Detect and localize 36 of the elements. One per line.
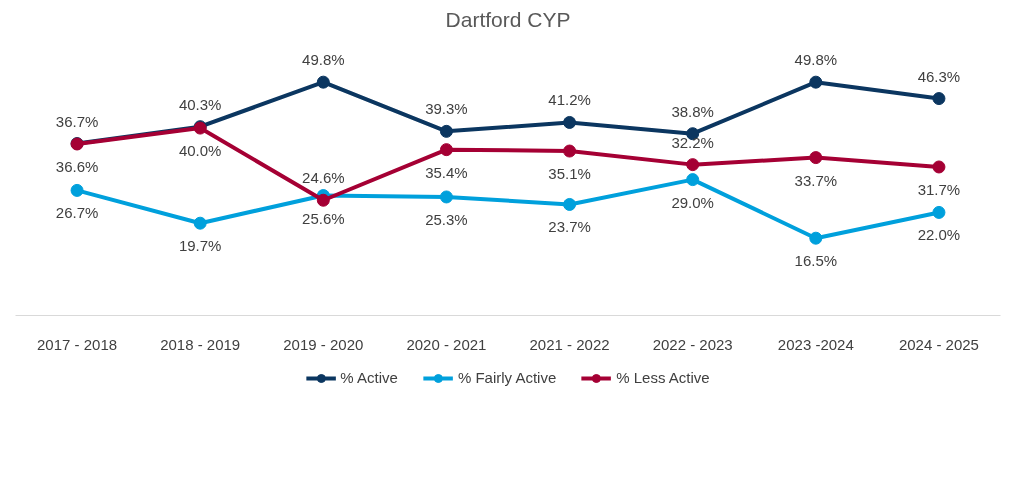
data-label: 35.1% — [548, 165, 591, 183]
data-label: 36.6% — [55, 158, 99, 176]
data-label: 29.0% — [671, 193, 714, 211]
data-label: 16.5% — [794, 252, 838, 270]
data-label: 25.6% — [302, 209, 345, 227]
data-label: 49.8% — [302, 51, 345, 69]
data-label: 46.3% — [917, 67, 961, 85]
data-label: 49.8% — [794, 51, 838, 69]
data-label: 36.7% — [55, 112, 99, 130]
legend-label: % Active — [340, 369, 398, 386]
x-tick-label: 2022 - 2023 — [652, 335, 733, 353]
legend-label: % Less Active — [616, 369, 710, 386]
data-label: 35.4% — [425, 163, 468, 181]
data-label: 41.2% — [548, 91, 591, 109]
x-tick-label: 2024 - 2025 — [898, 335, 979, 353]
data-label: 32.2% — [671, 133, 714, 151]
data-label: 40.0% — [178, 142, 222, 160]
data-label: 19.7% — [178, 237, 222, 255]
x-tick-label: 2018 - 2019 — [160, 335, 241, 353]
data-label: 25.3% — [425, 210, 468, 228]
data-label: 39.3% — [425, 100, 468, 118]
x-tick-label: 2017 - 2018 — [37, 335, 118, 353]
legend-label: % Fairly Active — [457, 369, 557, 386]
x-tick-label: 2023 -2024 — [777, 335, 854, 353]
x-tick-label: 2019 - 2020 — [283, 335, 364, 353]
data-label: 40.3% — [178, 95, 222, 113]
data-label: 33.7% — [794, 171, 838, 189]
data-label: 31.7% — [917, 180, 961, 198]
data-label: 38.8% — [671, 102, 714, 120]
data-label: 24.6% — [302, 169, 345, 187]
x-tick-label: 2021 - 2022 — [529, 335, 610, 353]
data-label: 26.7% — [55, 204, 99, 222]
x-tick-label: 2020 - 2021 — [406, 335, 487, 353]
chart-title: Dartford CYP — [445, 7, 571, 31]
data-label: 23.7% — [548, 218, 591, 236]
data-label: 22.0% — [917, 226, 961, 244]
